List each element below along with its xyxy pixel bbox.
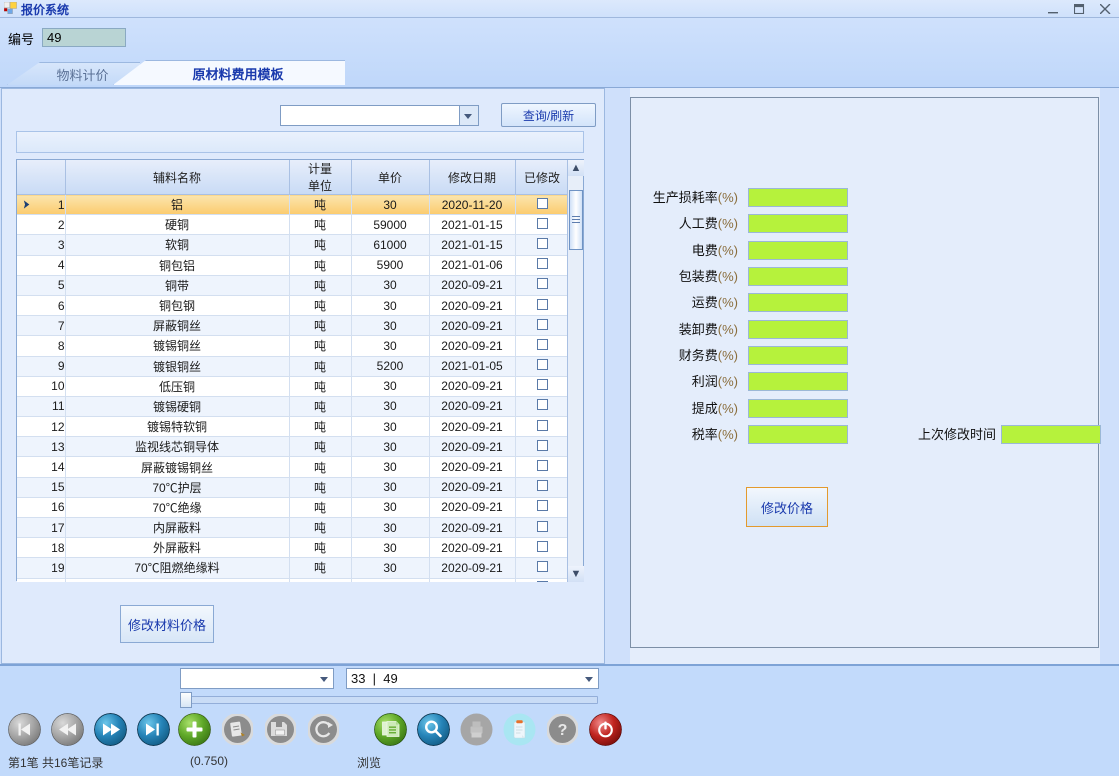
svg-text:?: ?: [558, 722, 568, 739]
